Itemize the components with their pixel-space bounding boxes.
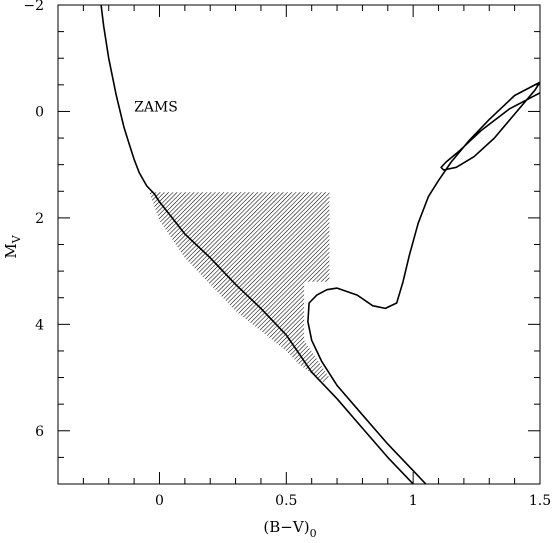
zams-line bbox=[100, 5, 415, 484]
x-tick-label: 0.5 bbox=[275, 493, 297, 509]
x-tick-label: 0 bbox=[155, 493, 164, 509]
y-tick-label: 6 bbox=[35, 424, 44, 440]
y-axis-label: MV bbox=[2, 234, 23, 258]
y-tick-label: −2 bbox=[23, 0, 44, 14]
x-tick-label: 1.5 bbox=[529, 493, 551, 509]
isochrone-line bbox=[307, 81, 540, 484]
y-tick-label: 2 bbox=[35, 211, 44, 227]
y-tick-label: 0 bbox=[35, 104, 44, 120]
x-axis-label: (B−V)0 bbox=[263, 518, 316, 539]
x-tick-label: 1 bbox=[409, 493, 418, 509]
y-tick-label: 4 bbox=[35, 317, 44, 333]
zams-annotation: ZAMS bbox=[134, 99, 178, 115]
